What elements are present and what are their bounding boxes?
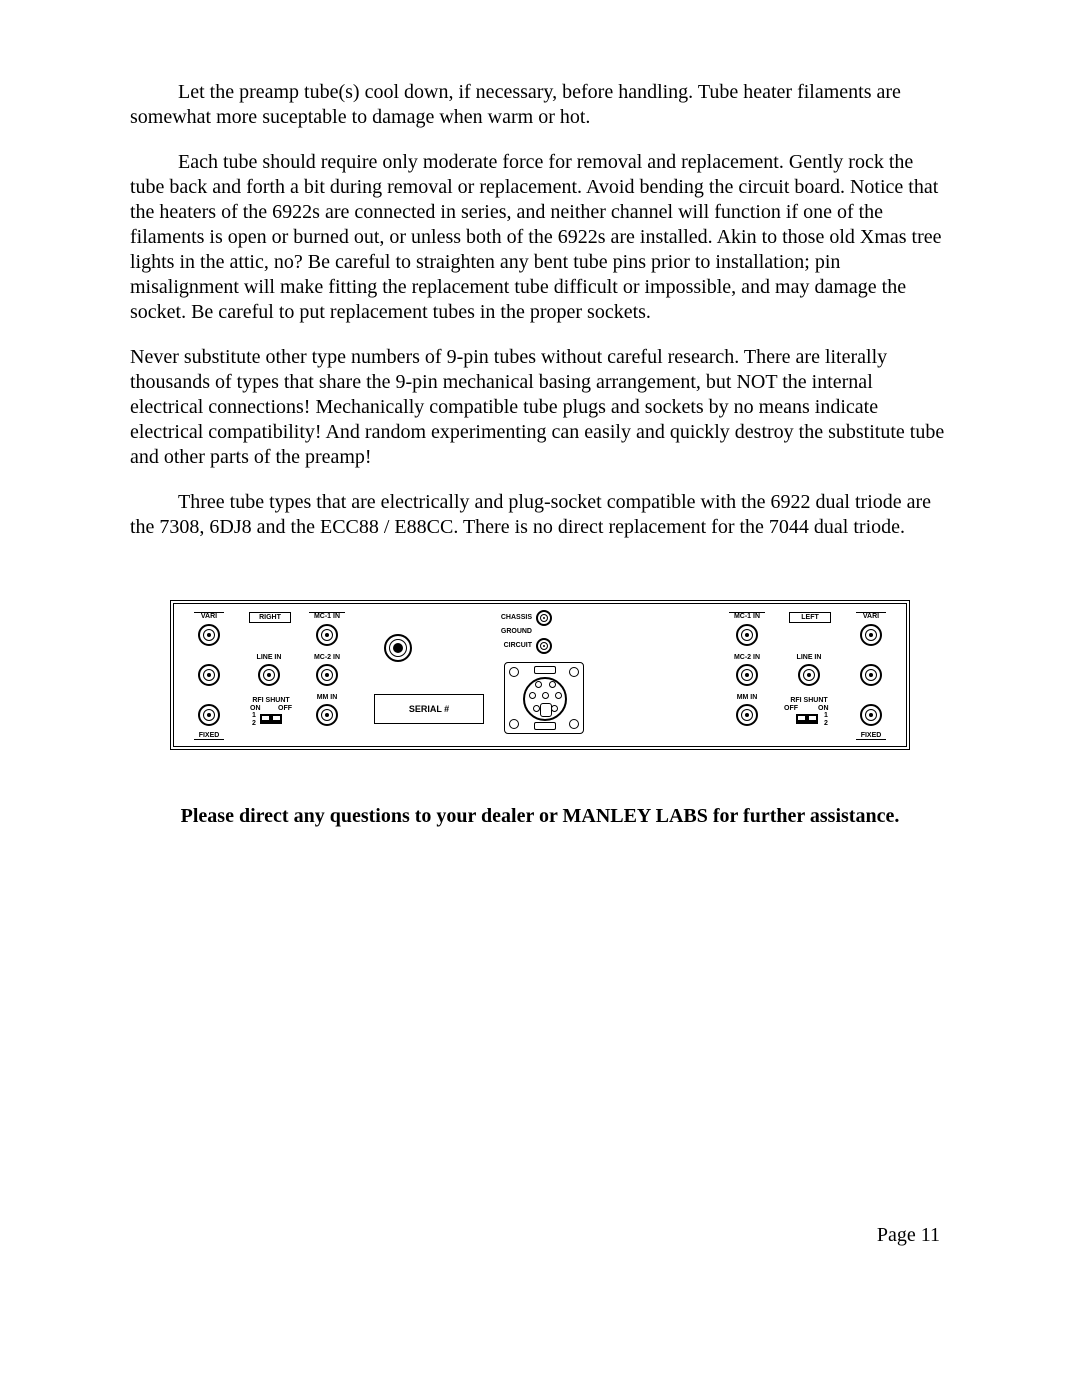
screw-br	[569, 719, 579, 729]
label-fixed-left: FIXED	[194, 732, 224, 740]
jack-vari-left-2	[198, 664, 220, 686]
jack-circuit-ground	[536, 638, 552, 654]
label-line-in-left: LINE IN	[252, 654, 286, 661]
paragraph-1: Let the preamp tube(s) cool down, if nec…	[130, 80, 950, 130]
label-rfi-shunt-left: RFI SHUNT	[246, 697, 296, 704]
jack-mm-left	[316, 704, 338, 726]
label-mc2-right: MC-2 IN	[729, 654, 765, 661]
label-off-right: OFF	[784, 705, 798, 712]
power-key	[540, 703, 552, 717]
power-pin	[551, 705, 558, 712]
paragraph-4: Three tube types that are electrically a…	[130, 490, 950, 540]
jack-line-in-left	[258, 664, 280, 686]
label-on-left: ON	[250, 705, 261, 712]
label-chassis: CHASSIS	[492, 614, 532, 621]
power-pin	[535, 681, 542, 688]
jack-vari-right-1	[860, 624, 882, 646]
paragraph-2: Each tube should require only moderate f…	[130, 150, 950, 325]
label-2-right: 2	[824, 720, 828, 727]
power-connector-housing	[504, 662, 584, 734]
label-fixed-right: FIXED	[856, 732, 886, 740]
jack-vari-right-3	[860, 704, 882, 726]
jack-mc2-left	[316, 664, 338, 686]
label-ground: GROUND	[492, 628, 532, 635]
power-pin	[542, 692, 549, 699]
label-vari-left: VARI	[194, 612, 224, 620]
jack-mm-right	[736, 704, 758, 726]
power-pin	[529, 692, 536, 699]
jack-mc1-left	[316, 624, 338, 646]
screw-bl	[509, 719, 519, 729]
jack-mc2-right	[736, 664, 758, 686]
label-left-channel: LEFT	[789, 612, 831, 623]
screw-tr	[569, 667, 579, 677]
label-2-left: 2	[252, 720, 256, 727]
label-rfi-shunt-right: RFI SHUNT	[784, 697, 834, 704]
screw-tl	[509, 667, 519, 677]
jack-center-large	[384, 634, 412, 662]
power-pin	[549, 681, 556, 688]
jack-vari-left-3	[198, 704, 220, 726]
label-1-right: 1	[824, 712, 828, 719]
label-right-channel: RIGHT	[249, 612, 291, 623]
dip-switch-left	[260, 714, 282, 724]
label-mc2-left: MC-2 IN	[309, 654, 345, 661]
serial-number-box: SERIAL #	[374, 694, 484, 724]
label-mc1-right: MC-1 IN	[729, 612, 765, 620]
label-mm-left: MM IN	[312, 694, 342, 701]
jack-line-in-right	[798, 664, 820, 686]
jack-chassis-ground	[536, 610, 552, 626]
jack-vari-left-1	[198, 624, 220, 646]
power-pin	[555, 692, 562, 699]
power-tab-bottom	[534, 722, 556, 730]
power-tab-top	[534, 666, 556, 674]
label-vari-right: VARI	[856, 612, 886, 620]
label-circuit: CIRCUIT	[492, 642, 532, 649]
rear-panel: VARI FIXED RIGHT LINE IN RFI SHUNT ON OF…	[170, 600, 910, 750]
label-1-left: 1	[252, 712, 256, 719]
power-pin	[533, 705, 540, 712]
jack-mc1-right	[736, 624, 758, 646]
jack-vari-right-2	[860, 664, 882, 686]
label-line-in-right: LINE IN	[792, 654, 826, 661]
footer-note: Please direct any questions to your deal…	[130, 805, 950, 828]
paragraph-3: Never substitute other type numbers of 9…	[130, 345, 950, 470]
label-mm-right: MM IN	[732, 694, 762, 701]
power-connector-ring	[523, 677, 567, 721]
label-on-right: ON	[818, 705, 829, 712]
document-page: Let the preamp tube(s) cool down, if nec…	[0, 0, 1080, 1397]
label-mc1-left: MC-1 IN	[309, 612, 345, 620]
label-off-left: OFF	[278, 705, 292, 712]
dip-switch-right	[796, 714, 818, 724]
page-number: Page 11	[877, 1224, 940, 1247]
rear-panel-diagram: VARI FIXED RIGHT LINE IN RFI SHUNT ON OF…	[170, 600, 910, 750]
